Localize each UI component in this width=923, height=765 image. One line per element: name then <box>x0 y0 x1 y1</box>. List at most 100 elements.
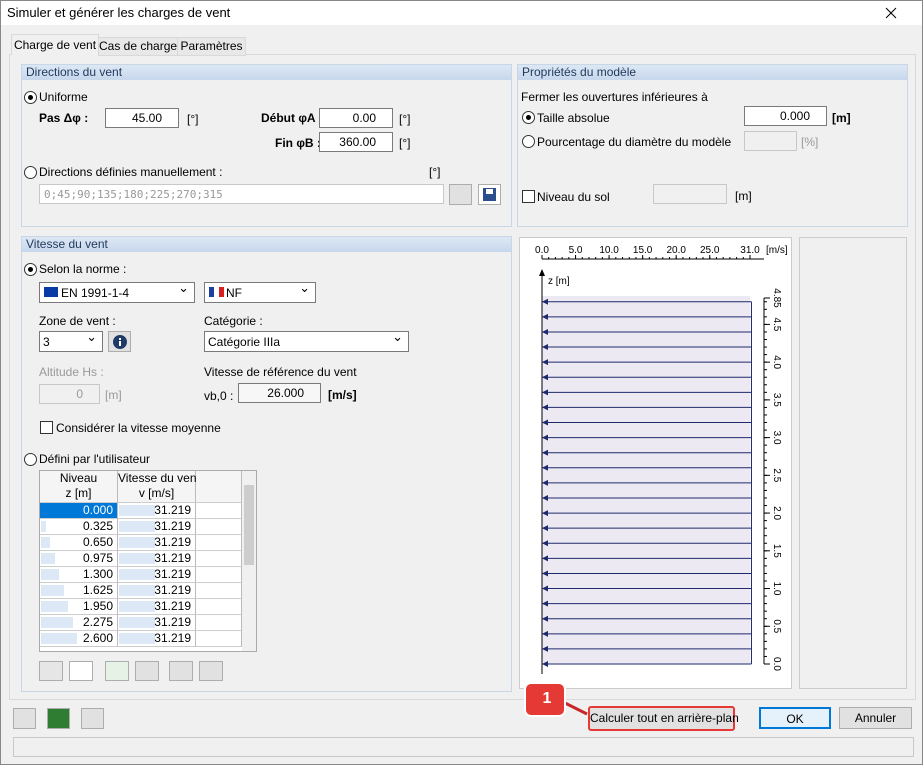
arrow-head <box>542 645 548 652</box>
wind-arrow <box>542 344 752 351</box>
cell-text: 31.219 <box>154 583 191 597</box>
column-header: Vitesse du vent v [m/s] <box>118 471 200 503</box>
close-button[interactable] <box>885 7 897 19</box>
input[interactable]: 45.00 <box>105 108 179 128</box>
label: Altitude Hs : <box>39 365 104 379</box>
tab[interactable]: Cas de charge <box>98 37 178 56</box>
input[interactable]: 0 <box>39 384 100 404</box>
toolbar-button[interactable] <box>105 661 129 681</box>
wind-arrow <box>542 313 752 320</box>
wind-arrow <box>542 328 752 335</box>
dropdown[interactable]: 3 <box>39 329 103 352</box>
x-tick-label: 0.0 <box>535 245 549 256</box>
wind-arrow <box>542 600 752 607</box>
table-cell: 31.219 <box>118 503 196 519</box>
cell-bar <box>41 617 73 628</box>
dropdown-value: NF <box>226 286 242 300</box>
table-cell <box>196 567 242 583</box>
cell-text: 1.300 <box>82 567 113 581</box>
label: Fin φB : <box>275 136 321 150</box>
label: Fermer les ouvertures inférieures à <box>521 90 708 104</box>
radio[interactable] <box>522 111 535 124</box>
cell-text: 31.219 <box>154 599 191 613</box>
toolbar-button[interactable] <box>39 661 63 681</box>
units-button[interactable] <box>47 708 70 729</box>
input[interactable]: 0.00 <box>319 108 393 128</box>
cell-bar <box>119 537 155 548</box>
wind-arrow <box>542 510 752 517</box>
cell-bar <box>41 537 50 548</box>
input[interactable]: 0;45;90;135;180;225;270;315 <box>39 184 444 204</box>
dropdown[interactable]: NF <box>204 280 316 303</box>
arrow-head <box>542 328 548 335</box>
arrow-head <box>542 661 548 667</box>
ok-button[interactable]: OK <box>759 707 831 729</box>
arrow-head <box>542 494 548 501</box>
tab[interactable]: Paramètres <box>177 37 246 56</box>
cell-text: 31.219 <box>154 535 191 549</box>
table-cell: 31.219 <box>118 535 196 551</box>
table-cell <box>196 535 242 551</box>
radio[interactable] <box>522 135 535 148</box>
input[interactable]: 0.000 <box>744 106 827 126</box>
cell-text: 31.219 <box>154 567 191 581</box>
dropdown-value: Catégorie IIIa <box>208 335 281 349</box>
cell-bar <box>41 553 55 564</box>
table: Niveau z [m] Vitesse du vent v [m/s] 0.000 31… <box>39 470 257 652</box>
checkbox[interactable] <box>522 190 535 203</box>
input[interactable]: 360.00 <box>319 132 393 152</box>
wind-arrow <box>542 630 752 637</box>
radio[interactable] <box>24 453 37 466</box>
toolbar-button[interactable] <box>135 661 159 681</box>
toolbar-button[interactable] <box>69 661 93 681</box>
label: Zone de vent : <box>39 314 116 328</box>
x-tick-label: 10.0 <box>599 245 619 256</box>
wind-arrow <box>542 555 752 562</box>
unit: [°] <box>187 112 199 126</box>
toolbar-button[interactable] <box>169 661 193 681</box>
wind-arrow <box>542 359 752 366</box>
table-cell <box>196 599 242 615</box>
radio[interactable] <box>24 166 37 179</box>
wind-arrow <box>542 298 752 305</box>
wind-arrow <box>542 570 752 577</box>
cancel-button[interactable]: Annuler <box>839 707 912 729</box>
input[interactable] <box>744 131 797 151</box>
input[interactable]: 26.000 <box>238 383 321 403</box>
arrow-head <box>542 585 548 592</box>
radio[interactable] <box>24 263 37 276</box>
info-button[interactable] <box>108 331 131 352</box>
cell-text: 0.325 <box>82 519 113 533</box>
status-bar <box>13 737 914 757</box>
window-title: Simuler et générer les charges de vent <box>7 5 231 20</box>
calculate-button[interactable]: Calculer tout en arrière-plan <box>588 706 739 731</box>
group-title: Vitesse du vent <box>22 237 511 252</box>
table-cell: 31.219 <box>118 567 196 583</box>
save-button[interactable] <box>478 184 501 205</box>
cell-bar <box>41 633 77 644</box>
arrow-head <box>542 464 548 471</box>
column-header: Niveau z [m] <box>40 471 118 503</box>
dropdown[interactable]: Catégorie IIIa <box>204 329 409 352</box>
radio[interactable] <box>24 91 37 104</box>
tab[interactable]: Charge de vent <box>11 34 99 55</box>
cell-text: 31.219 <box>154 631 191 645</box>
cell-text: 1.950 <box>82 599 113 613</box>
toolbar-button[interactable] <box>199 661 223 681</box>
dropdown[interactable]: EN 1991-1-4 <box>39 280 195 303</box>
view-button[interactable] <box>81 708 104 729</box>
arrow-head <box>542 555 548 562</box>
wind-arrow <box>542 389 752 396</box>
unit: [°] <box>399 112 411 126</box>
cell-text: 2.275 <box>82 615 113 629</box>
arrow-head <box>542 615 548 622</box>
arrow-head <box>542 313 548 320</box>
checkbox[interactable] <box>40 421 53 434</box>
input[interactable] <box>653 184 727 204</box>
cell-text: 0.975 <box>82 551 113 565</box>
help-button[interactable] <box>13 708 36 729</box>
open-button[interactable] <box>449 184 472 205</box>
group-title: Propriétés du modèle <box>518 65 907 80</box>
